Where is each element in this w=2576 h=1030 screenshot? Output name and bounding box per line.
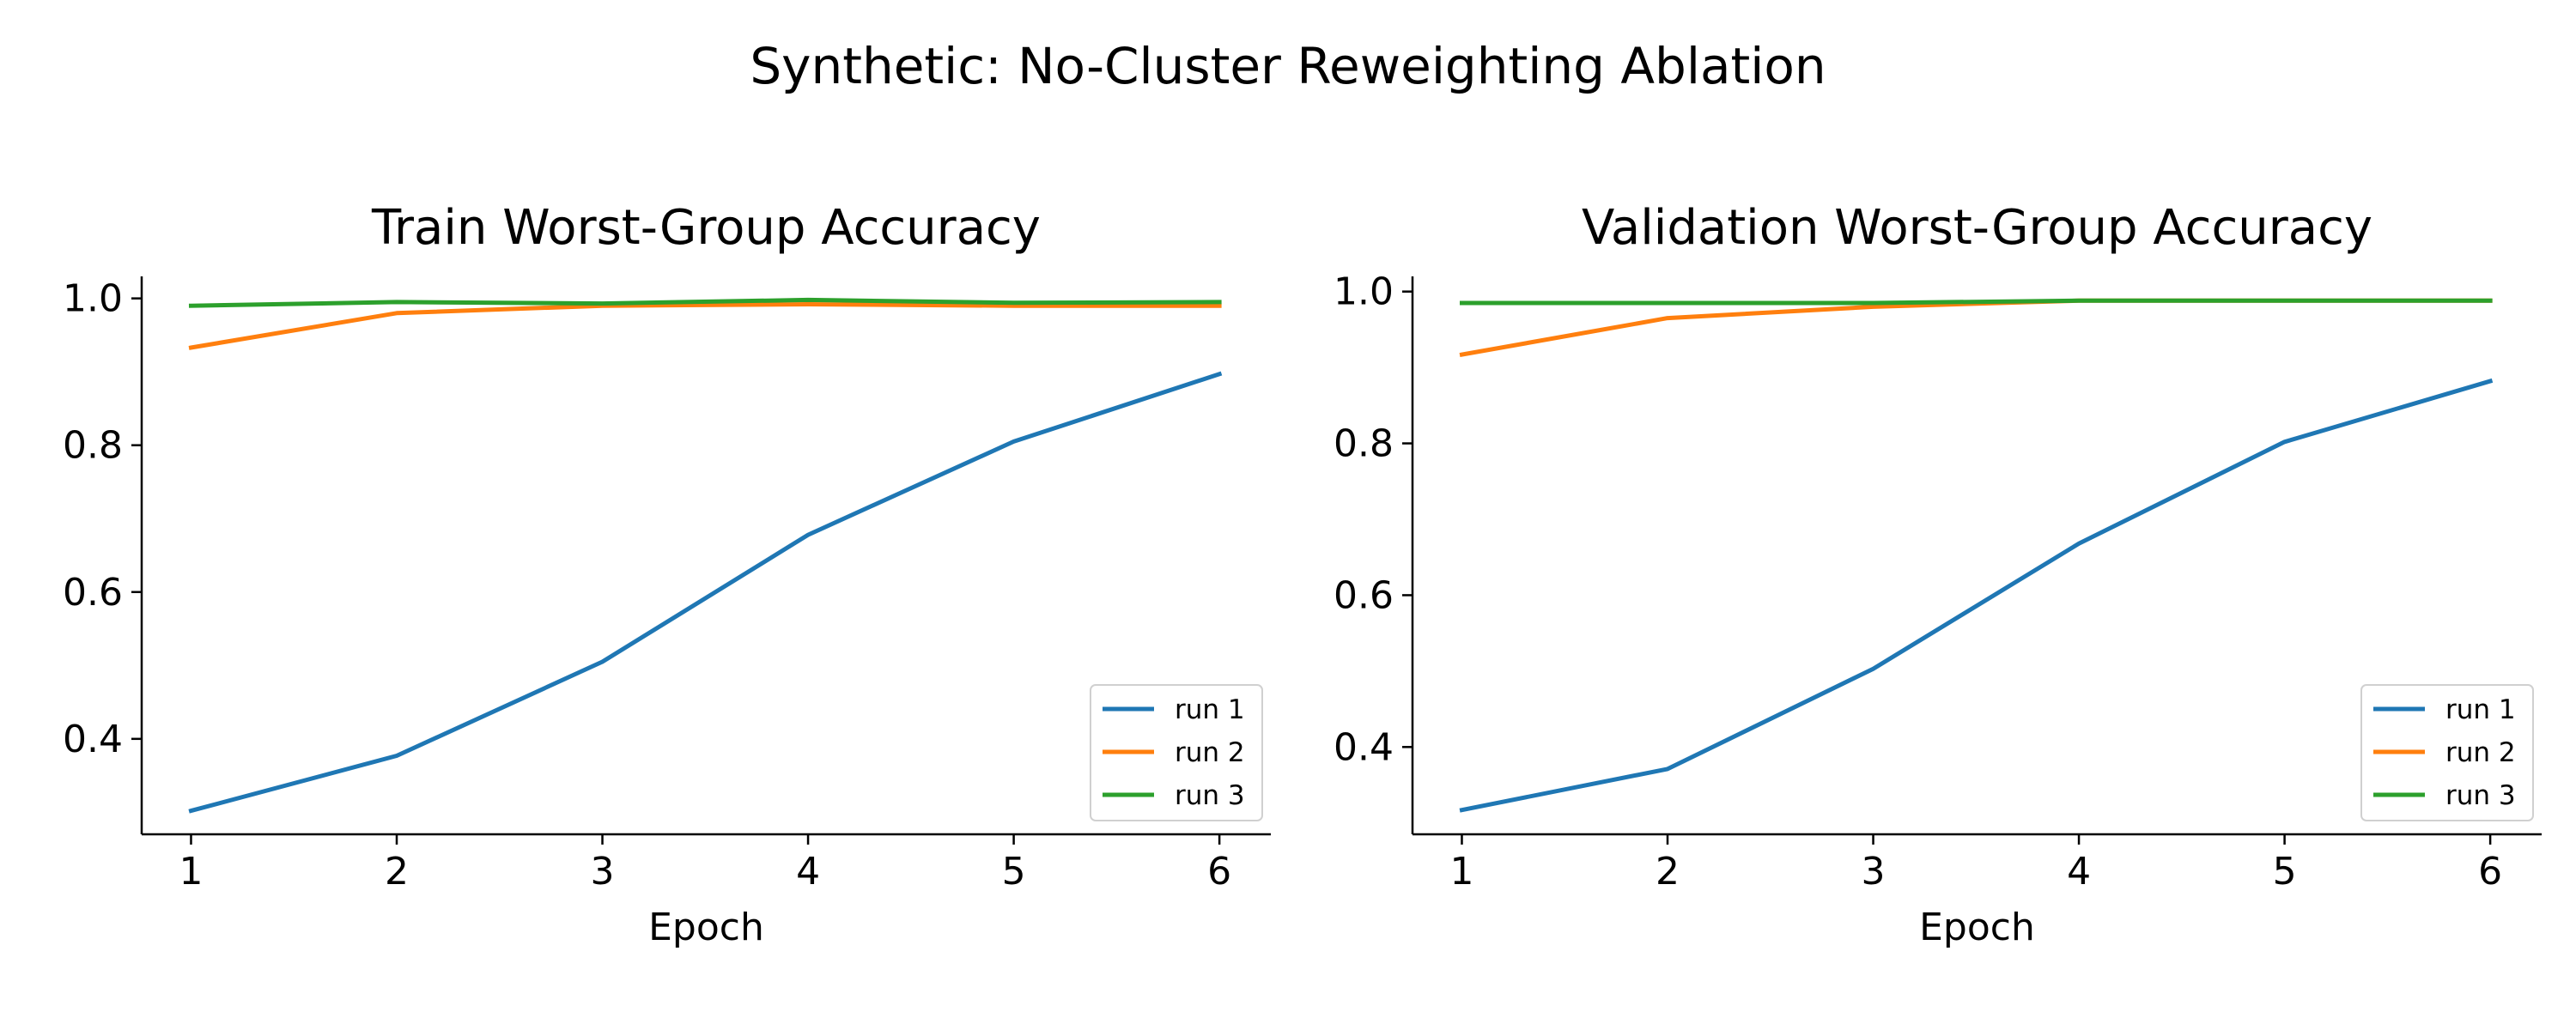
x-tick-label: 2 [385, 850, 409, 894]
figure-suptitle: Synthetic: No-Cluster Reweighting Ablati… [750, 37, 1826, 95]
legend-label-run-2: run 2 [2445, 737, 2516, 768]
y-tick-label: 0.8 [1334, 422, 1394, 466]
legend-label-run-1: run 1 [1175, 694, 1245, 725]
x-tick-label: 6 [2478, 850, 2502, 894]
legend-label-run-3: run 3 [2445, 780, 2516, 811]
legend-box [1090, 684, 1263, 821]
series-line-run-2 [1459, 298, 2493, 357]
x-tick-label: 3 [1862, 850, 1886, 894]
legend-label-run-3: run 3 [1175, 780, 1245, 811]
y-tick-label: 1.0 [63, 277, 123, 321]
chart-panel-1: Train Worst-Group Accuracy 1 2 3 4 5 6 0.4 0.6 0.… [63, 200, 1271, 949]
y-tick-label: 0.4 [1334, 725, 1394, 769]
x-axis-title: Epoch [1919, 906, 2035, 949]
series-line-run-2 [188, 302, 1222, 350]
x-tick-label: 3 [591, 850, 615, 894]
legend-label-run-2: run 2 [1175, 737, 1245, 768]
series-line-run-1 [188, 371, 1223, 814]
series-line-run-1 [1459, 378, 2494, 813]
x-tick-label: 4 [796, 850, 820, 894]
panel-title: Validation Worst-Group Accuracy [1582, 200, 2372, 256]
x-tick-label: 5 [2273, 850, 2297, 894]
y-tick-label: 0.4 [63, 718, 123, 761]
y-tick-label: 0.8 [63, 424, 123, 468]
y-tick-label: 1.0 [1334, 270, 1394, 314]
series-line-run-3 [1460, 298, 2493, 306]
y-tick-label: 0.6 [1334, 573, 1394, 617]
legend-label-run-1: run 1 [2445, 694, 2516, 725]
x-tick-label: 1 [1449, 850, 1473, 894]
x-tick-label: 4 [2067, 850, 2091, 894]
series-line-run-3 [188, 297, 1222, 308]
x-axis-title: Epoch [648, 906, 764, 949]
panel-title: Train Worst-Group Accuracy [371, 200, 1041, 256]
legend-box [2360, 684, 2534, 821]
chart-panel-2: Validation Worst-Group Accuracy 1 2 3 4 5 6 0.4… [1334, 200, 2542, 949]
x-tick-label: 6 [1207, 850, 1231, 894]
x-tick-label: 1 [179, 850, 203, 894]
x-tick-label: 5 [1002, 850, 1026, 894]
x-tick-label: 2 [1656, 850, 1680, 894]
y-tick-label: 0.6 [63, 571, 123, 615]
